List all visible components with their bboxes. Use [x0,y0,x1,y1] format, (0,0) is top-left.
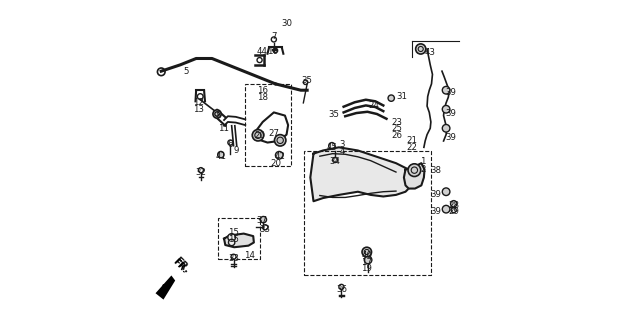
Text: 42: 42 [275,152,286,161]
Circle shape [442,188,450,196]
Text: 29: 29 [448,207,459,216]
Circle shape [252,130,264,141]
Text: 2: 2 [420,165,426,174]
Text: 38: 38 [430,166,441,175]
Circle shape [275,151,283,159]
Text: 23: 23 [391,118,402,127]
Circle shape [442,205,450,213]
Text: 41: 41 [215,152,226,161]
Text: 16: 16 [256,86,268,95]
Circle shape [362,247,372,257]
Text: 39: 39 [430,207,441,216]
Text: 45: 45 [327,143,337,152]
Text: 15: 15 [228,228,239,237]
Text: 35: 35 [329,109,340,118]
Text: 34: 34 [330,157,340,166]
Text: 1: 1 [420,157,426,166]
Text: 27: 27 [268,130,280,139]
Text: 30: 30 [281,19,292,28]
Circle shape [260,216,266,223]
Text: 39: 39 [445,88,456,97]
Text: 39: 39 [445,108,456,117]
Text: 43: 43 [424,48,436,57]
Circle shape [218,151,224,158]
Circle shape [442,105,450,113]
Circle shape [416,44,426,54]
Text: 35: 35 [301,76,312,85]
Circle shape [388,95,394,101]
Text: 33: 33 [260,225,271,234]
Text: 15: 15 [228,236,239,244]
Circle shape [275,135,286,146]
Text: 26: 26 [391,131,402,140]
Text: 33: 33 [228,254,239,263]
Text: 9: 9 [233,146,238,155]
Text: 44: 44 [256,47,268,56]
Text: 14: 14 [244,251,255,260]
Text: 25: 25 [391,124,402,133]
Text: 20: 20 [270,159,281,168]
Circle shape [213,110,221,118]
Text: 7: 7 [271,32,277,41]
Text: 17: 17 [361,258,372,267]
Text: 39: 39 [445,133,456,142]
Text: 18: 18 [256,93,268,102]
Text: 36: 36 [336,285,347,294]
Text: FR.: FR. [172,255,192,275]
Circle shape [442,86,450,94]
Text: 5: 5 [183,67,189,76]
Circle shape [442,124,450,132]
Circle shape [408,164,421,177]
Text: 19: 19 [361,264,372,273]
Circle shape [451,201,457,207]
Text: 39: 39 [430,190,441,199]
Text: 32: 32 [196,168,206,177]
Circle shape [228,234,236,241]
Polygon shape [404,163,424,188]
Text: 37: 37 [256,216,268,225]
Circle shape [364,256,372,264]
Text: 22: 22 [406,143,418,152]
Text: 8: 8 [215,111,221,120]
Text: FR.: FR. [171,257,189,276]
Text: 31: 31 [397,92,408,101]
Text: 10: 10 [266,47,278,56]
Text: 11: 11 [218,124,229,133]
Text: 21: 21 [406,136,418,146]
Text: 3: 3 [339,140,345,149]
Text: 4: 4 [339,147,345,156]
Polygon shape [155,276,175,300]
Text: 40: 40 [361,251,372,260]
Text: 6: 6 [228,140,233,149]
Text: 28: 28 [448,201,459,210]
Polygon shape [224,234,254,247]
Circle shape [228,239,235,246]
Text: 13: 13 [193,105,204,114]
Text: 12: 12 [193,99,204,108]
Polygon shape [310,147,415,201]
Text: 20: 20 [254,131,265,140]
Text: 24: 24 [368,101,379,110]
